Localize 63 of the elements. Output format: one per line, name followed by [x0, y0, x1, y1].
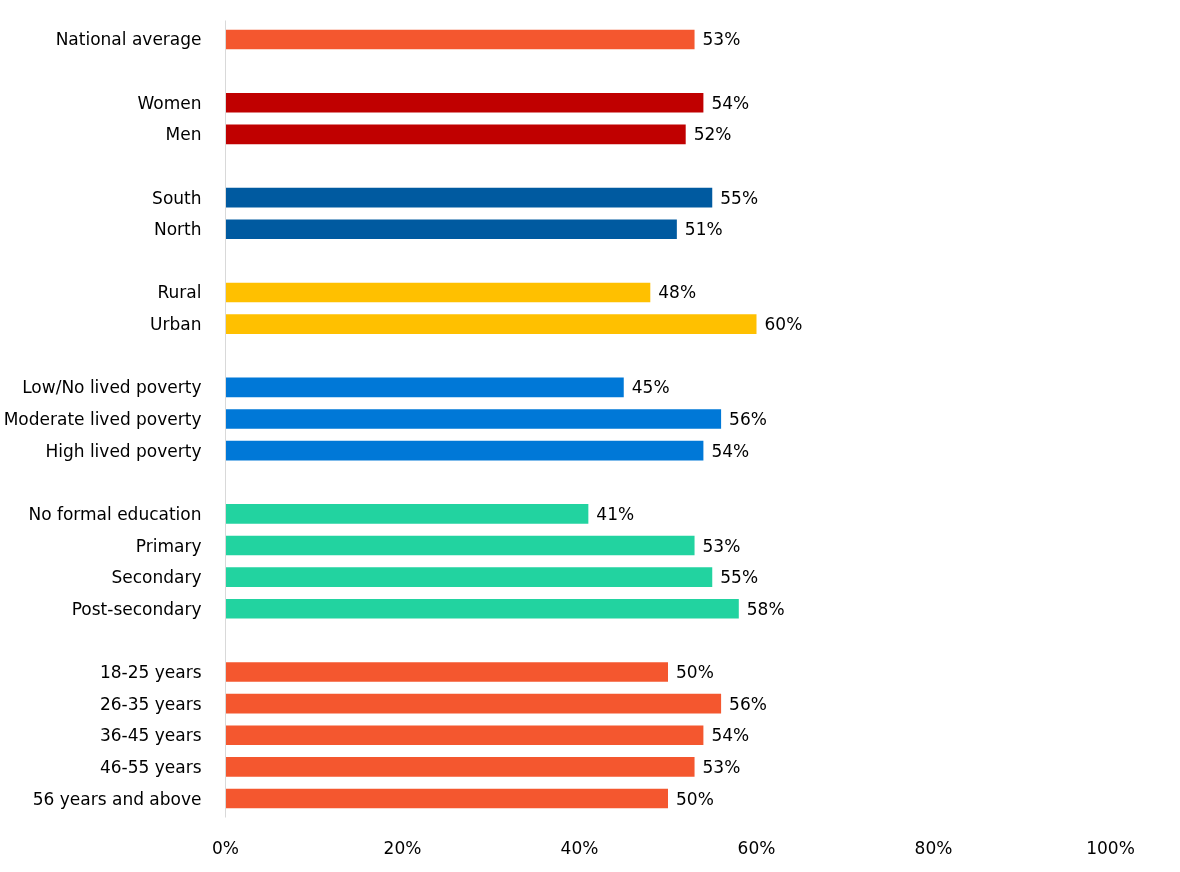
bar: [225, 219, 677, 240]
y-tick-label: Secondary: [111, 567, 202, 588]
bar: [225, 535, 695, 556]
data-label: 56%: [729, 409, 767, 429]
y-tick-label: Moderate lived poverty: [3, 409, 202, 429]
y-tick-label: Low/No lived poverty: [22, 377, 202, 398]
bar: [225, 788, 668, 809]
y-tick-label: 18-25 years: [99, 662, 202, 683]
bar: [225, 124, 686, 145]
data-label: 53%: [702, 756, 741, 777]
x-tick-label: 40%: [560, 837, 599, 858]
x-tick-label: 20%: [383, 837, 422, 858]
data-label: 54%: [711, 92, 750, 113]
bar: [225, 282, 651, 303]
bar: [225, 29, 695, 50]
data-label: 58%: [746, 598, 785, 619]
bar: [225, 598, 739, 619]
data-label: 55%: [720, 187, 759, 208]
data-label: 51%: [684, 219, 723, 240]
y-tick-label: Men: [165, 124, 202, 145]
data-label: 48%: [658, 282, 697, 303]
data-label: 54%: [711, 725, 750, 746]
y-tick-label: 56 years and above: [32, 788, 202, 809]
bar: [225, 440, 704, 461]
x-tick-label: 60%: [737, 837, 776, 858]
data-label: 53%: [702, 29, 741, 50]
x-tick-label: 80%: [914, 837, 953, 858]
y-tick-label: 26-35 years: [99, 693, 202, 714]
data-label: 52%: [693, 124, 732, 145]
data-label: 50%: [676, 662, 714, 683]
bar: [225, 662, 668, 682]
bar: [225, 567, 713, 587]
x-tick-label: 100%: [1086, 837, 1135, 858]
data-label: 60%: [764, 314, 803, 335]
bar: [225, 504, 589, 524]
y-tick-label: National average: [55, 29, 202, 50]
y-tick-label: 46-55 years: [99, 756, 202, 777]
data-label: 55%: [720, 567, 759, 588]
y-tick-label: No formal education: [28, 503, 202, 524]
y-tick-label: Post-secondary: [71, 598, 202, 619]
data-label: 56%: [729, 693, 767, 714]
data-label: 50%: [676, 788, 714, 809]
y-tick-label: Primary: [135, 535, 202, 556]
y-tick-label: Women: [137, 92, 202, 113]
x-tick-label: 0%: [212, 837, 239, 858]
data-label: 54%: [711, 440, 750, 461]
y-tick-label: South: [152, 187, 202, 208]
bar: [225, 757, 695, 777]
y-tick-label: High lived poverty: [45, 440, 202, 461]
bar: [225, 314, 757, 334]
bar: [225, 725, 704, 746]
y-tick-label: North: [153, 219, 202, 240]
y-tick-label: 36-45 years: [99, 725, 202, 746]
bar: [225, 92, 704, 113]
bar: [225, 187, 713, 208]
y-tick-label: Rural: [157, 282, 202, 303]
bar: [225, 409, 722, 429]
bar: [225, 377, 624, 398]
data-label: 53%: [702, 535, 741, 556]
data-label: 41%: [596, 503, 635, 524]
y-tick-label: Urban: [150, 314, 202, 335]
data-label: 45%: [631, 377, 670, 398]
bar: [225, 693, 722, 714]
